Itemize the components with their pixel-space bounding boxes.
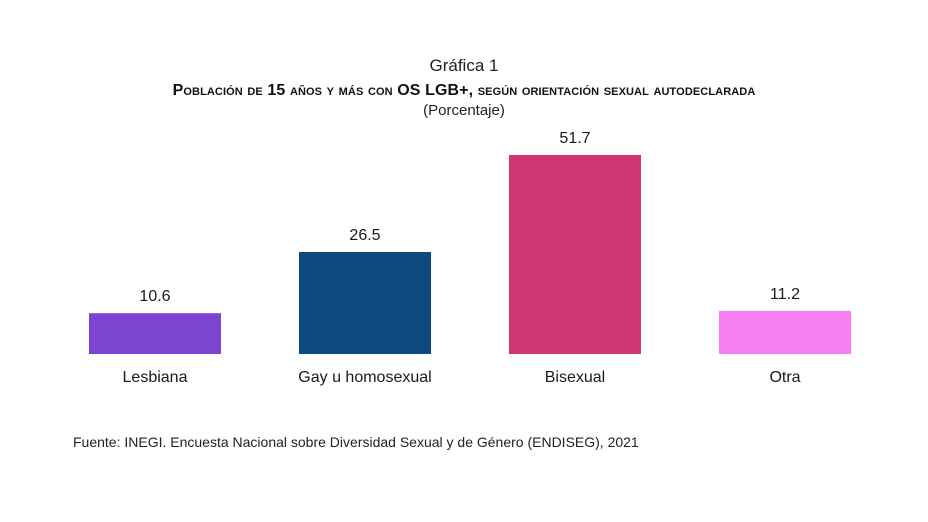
value-label-gay-u-homosexual: 26.5 bbox=[349, 227, 380, 244]
category-label-gay-u-homosexual: Gay u homosexual bbox=[298, 369, 431, 386]
bar-gay-u-homosexual bbox=[299, 251, 431, 354]
category-label-lesbiana: Lesbiana bbox=[123, 369, 188, 386]
figure-number: Gráfica 1 bbox=[429, 56, 499, 75]
chart-title: Población de 15 años y más con OS LGB+, … bbox=[172, 82, 756, 99]
chart-subtitle: (Porcentaje) bbox=[423, 102, 505, 119]
bar-lesbiana bbox=[89, 313, 221, 354]
category-label-bisexual: Bisexual bbox=[545, 369, 605, 386]
value-label-otra: 11.2 bbox=[770, 286, 800, 303]
value-label-bisexual: 51.7 bbox=[559, 130, 590, 147]
bar-bisexual bbox=[509, 155, 641, 354]
value-label-lesbiana: 10.6 bbox=[139, 288, 170, 305]
category-label-otra: Otra bbox=[769, 369, 800, 386]
source-note: Fuente: INEGI. Encuesta Nacional sobre D… bbox=[73, 434, 639, 450]
chart-header: Gráfica 1 Población de 15 años y más con… bbox=[0, 55, 928, 120]
bar-otra bbox=[719, 310, 851, 354]
